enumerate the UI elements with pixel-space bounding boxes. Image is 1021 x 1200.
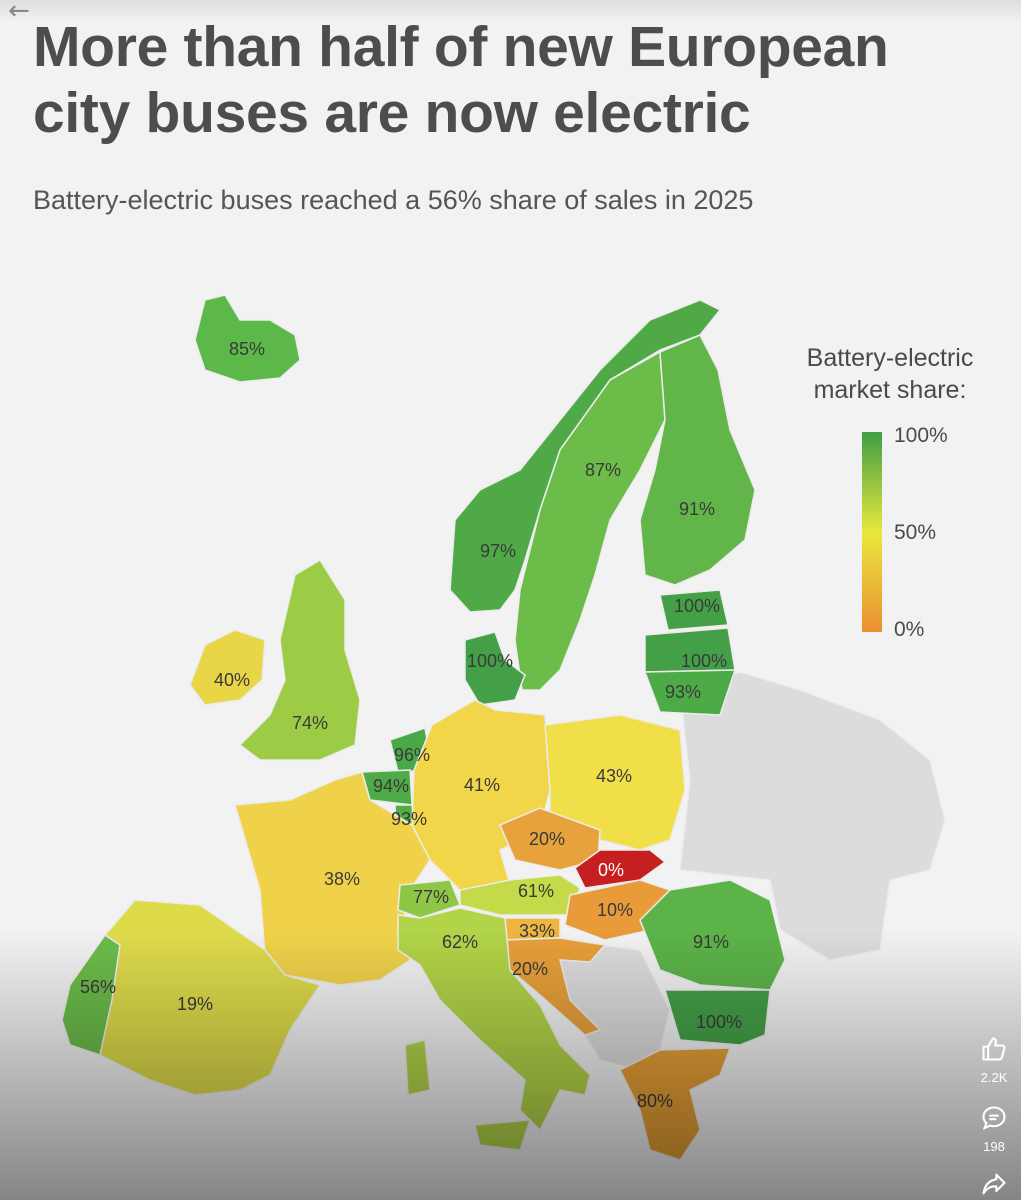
- region-ireland: [189, 629, 266, 706]
- top-bar: [0, 0, 1021, 22]
- legend-tick-0: 0%: [894, 618, 925, 641]
- region-italy: [397, 907, 591, 1132]
- label-finland: 91%: [679, 499, 715, 519]
- label-lithuania: 93%: [665, 682, 701, 702]
- comment-count: 198: [983, 1139, 1005, 1154]
- label-belgium: 94%: [373, 776, 409, 796]
- region-iceland: [194, 294, 301, 383]
- label-iceland: 85%: [229, 339, 265, 359]
- label-greece: 80%: [637, 1091, 673, 1111]
- comment-button[interactable]: 198: [966, 1104, 1021, 1154]
- label-switzerland: 77%: [413, 887, 449, 907]
- label-norway: 97%: [480, 541, 516, 561]
- label-ireland: 40%: [214, 670, 250, 690]
- label-poland: 43%: [596, 766, 632, 786]
- share-icon: [982, 1173, 1006, 1195]
- legend-tick-100: 100%: [894, 424, 948, 447]
- legend-title-line-2: market share:: [813, 376, 967, 404]
- label-croatia: 20%: [512, 959, 548, 979]
- label-estonia: 100%: [674, 596, 720, 616]
- label-austria: 61%: [518, 881, 554, 901]
- region-finland: [639, 334, 756, 586]
- region-grey-east: [679, 671, 946, 961]
- label-hungary: 10%: [597, 900, 633, 920]
- label-czechia: 20%: [529, 829, 565, 849]
- like-button[interactable]: 2.2K: [966, 1035, 1021, 1085]
- region-sicily: [474, 1119, 532, 1151]
- label-sweden: 87%: [585, 460, 621, 480]
- page-subtitle: Battery-electric buses reached a 56% sha…: [33, 185, 754, 215]
- region-switzerland: [397, 879, 461, 919]
- label-bulgaria: 100%: [696, 1012, 742, 1032]
- region-sweden: [514, 350, 666, 691]
- legend-color-bar: [862, 432, 882, 632]
- region-poland: [544, 714, 686, 851]
- legend-tick-50: 50%: [894, 521, 937, 544]
- label-slovakia: 0%: [598, 860, 624, 880]
- label-france: 38%: [324, 869, 360, 889]
- page-title: More than half of new European city buse…: [33, 15, 889, 145]
- region-romania: [639, 879, 786, 991]
- label-luxembourg: 93%: [391, 809, 427, 829]
- region-sardinia: [404, 1039, 431, 1096]
- region-norway: [449, 299, 722, 613]
- region-estonia: [659, 589, 729, 631]
- region-lithuania: [643, 669, 737, 716]
- comment-icon: [982, 1106, 1006, 1130]
- legend-title-line-1: Battery-electric: [806, 344, 974, 372]
- label-latvia: 100%: [681, 651, 727, 671]
- region-denmark: [464, 631, 526, 706]
- thumbs-up-icon: [982, 1037, 1006, 1061]
- label-denmark: 100%: [467, 651, 513, 671]
- region-croatia: [504, 937, 607, 1036]
- region-bulgaria: [663, 989, 771, 1046]
- back-arrow-icon[interactable]: ←: [8, 0, 30, 26]
- label-united-kingdom: 74%: [292, 713, 328, 733]
- region-slovakia: [574, 849, 667, 889]
- legend-title: Battery-electric market share:: [790, 342, 990, 406]
- share-button[interactable]: [966, 1170, 1021, 1200]
- label-portugal: 56%: [80, 977, 116, 997]
- like-count: 2.2K: [980, 1070, 1008, 1085]
- region-united-kingdom: [238, 558, 361, 761]
- label-spain: 19%: [177, 994, 213, 1014]
- label-netherlands: 96%: [394, 745, 430, 765]
- label-germany: 41%: [464, 775, 500, 795]
- label-italy: 62%: [442, 932, 478, 952]
- region-spain: [99, 899, 322, 1096]
- region-greece: [618, 1047, 732, 1161]
- label-slovenia: 33%: [519, 921, 555, 941]
- label-romania: 91%: [693, 932, 729, 952]
